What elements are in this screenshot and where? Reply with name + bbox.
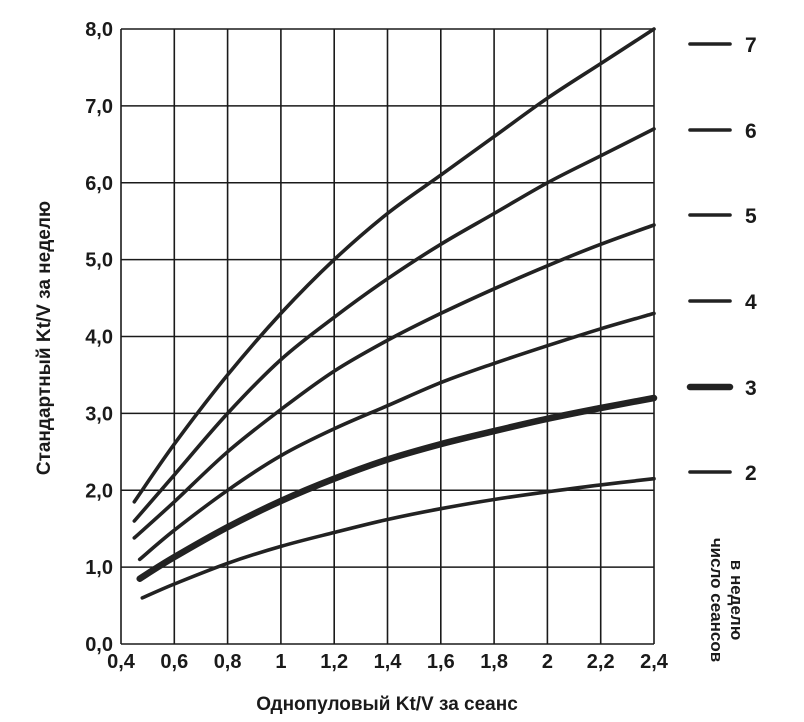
- y-tick-label: 1,0: [85, 557, 113, 579]
- x-tick-label: 1,4: [374, 651, 403, 673]
- x-tick-label: 1,6: [427, 651, 455, 673]
- y-tick-label: 0,0: [85, 634, 113, 656]
- x-tick-label: 0,8: [214, 651, 242, 673]
- legend-title-line-1: число сеансов: [707, 538, 726, 662]
- x-tick-label: 0,4: [107, 651, 136, 673]
- y-tick-label: 4,0: [85, 327, 113, 349]
- y-tick-label: 3,0: [85, 403, 113, 425]
- x-tick-label: 1,8: [480, 651, 508, 673]
- y-tick-label: 5,0: [85, 250, 113, 272]
- legend-label-2: 2: [745, 462, 757, 485]
- x-tick-label: 1,2: [320, 651, 348, 673]
- y-tick-labels: 0,0 1,0 2,0 3,0 4,0 5,0 6,0 7,0 8,0: [85, 19, 113, 656]
- x-tick-label: 2,2: [587, 651, 615, 673]
- y-tick-label: 2,0: [85, 480, 113, 502]
- x-tick-label: 0,6: [160, 651, 188, 673]
- x-tick-label: 2: [542, 651, 553, 673]
- y-tick-label: 7,0: [85, 96, 113, 118]
- x-tick-labels: 0,4 0,6 0,8 1 1,2 1,4 1,6 1,8 2 2,2 2,4: [107, 651, 669, 673]
- series-line-7: [132, 27, 656, 504]
- legend-label-6: 6: [745, 120, 757, 143]
- series-line-3: [136, 394, 658, 582]
- legend-label-4: 4: [745, 291, 757, 314]
- x-axis-label: Однопуловый Kt/V за сеанс: [256, 694, 518, 715]
- series-line-5: [132, 223, 656, 540]
- legend-label-5: 5: [745, 205, 757, 228]
- x-tick-label: 2,4: [640, 651, 669, 673]
- legend-label-7: 7: [745, 34, 757, 57]
- x-tick-label: 1: [275, 651, 286, 673]
- y-tick-label: 8,0: [85, 19, 113, 41]
- series-line-2: [140, 476, 656, 600]
- legend: 7 6 5 4 3 2: [686, 34, 757, 485]
- series-lines: [132, 27, 658, 600]
- series-line-6: [132, 127, 656, 523]
- legend-title-line-2: в неделю: [727, 560, 746, 640]
- y-axis-label: Стандартный Kt/V за неделю: [34, 201, 55, 475]
- legend-label-3: 3: [745, 377, 757, 400]
- y-tick-label: 6,0: [85, 173, 113, 195]
- series-line-4: [137, 311, 656, 562]
